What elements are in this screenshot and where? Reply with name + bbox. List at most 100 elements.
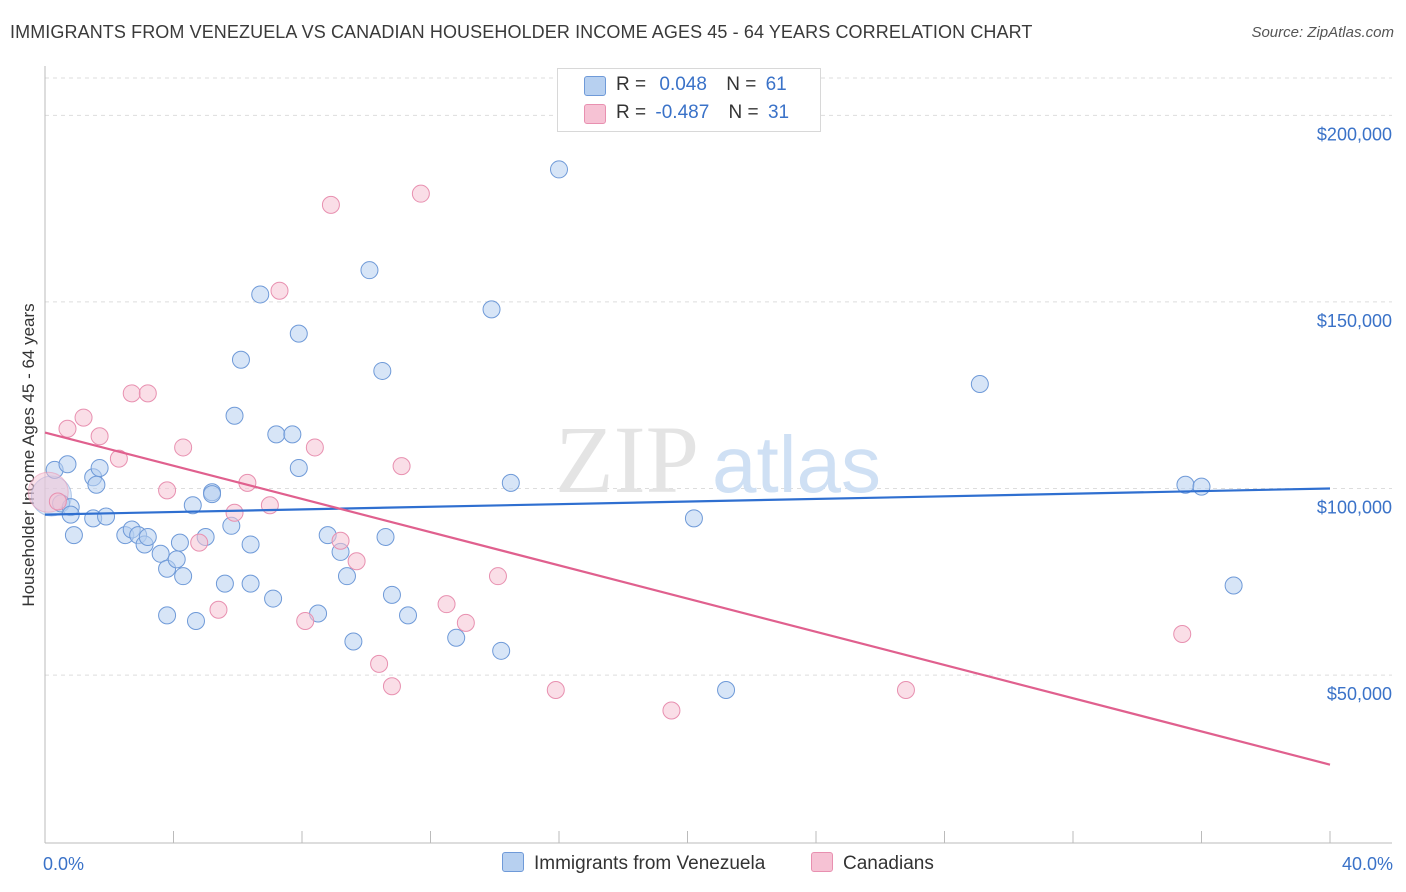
source-label: Source: ZipAtlas.com [1251, 24, 1394, 41]
watermark-zip: ZIP [555, 406, 699, 513]
venezuela-point [970, 375, 989, 393]
canadians-point [296, 611, 315, 630]
x-tick-label: 0.0% [43, 854, 84, 874]
canadians-point [190, 533, 209, 552]
canadians-point [122, 384, 141, 403]
venezuela-point [492, 641, 511, 660]
venezuela-point [167, 550, 186, 569]
trend-line-canadians [44, 431, 1331, 766]
canadians-point [546, 681, 565, 699]
canadians-point [382, 677, 401, 696]
watermark-atlas: atlas [712, 420, 881, 509]
y-tick-labels: $50,000 $100,000 $150,000 $200,000 [1317, 124, 1392, 704]
venezuela-point [289, 324, 308, 343]
legend-swatch-blue [584, 76, 606, 96]
legend-r-label: R = [616, 74, 647, 95]
venezuela-point [283, 425, 302, 444]
venezuela-point [215, 574, 234, 593]
bottom-legend-canadians: Canadians [811, 852, 934, 875]
legend-n-label: N = [728, 102, 759, 123]
venezuela-point [251, 285, 270, 304]
venezuela-point [225, 406, 244, 425]
canadians-point [58, 419, 77, 438]
venezuela-point [1224, 576, 1243, 595]
venezuela-point [376, 528, 395, 546]
y-tick-label: $100,000 [1317, 497, 1392, 517]
venezuela-point [241, 574, 260, 593]
venezuela-point [231, 350, 250, 369]
canadians-point [270, 281, 289, 300]
canadians-point [392, 457, 411, 476]
venezuela-point [174, 567, 193, 586]
canadians-point [305, 438, 324, 457]
canadians-point [456, 613, 475, 632]
venezuela-point [1192, 477, 1211, 496]
venezuela-point [482, 300, 501, 319]
bottom-legend-label: Canadians [843, 853, 934, 874]
canadians-point [48, 492, 67, 511]
venezuela-point [360, 261, 379, 280]
legend-n-label: N = [726, 74, 757, 95]
venezuela-point [382, 585, 401, 604]
y-tick-label: $150,000 [1317, 311, 1392, 331]
bottom-legend-swatch-pink [811, 852, 833, 872]
trend-line-venezuela [44, 487, 1331, 516]
x-tick-labels: 0.0% 40.0% [43, 854, 1393, 874]
venezuela-point [90, 458, 109, 477]
venezuela-point [158, 606, 177, 625]
venezuela-point [344, 632, 363, 651]
venezuela-point [203, 485, 222, 504]
venezuela-point [447, 628, 466, 647]
canadians-point [109, 449, 128, 468]
canadians-point [138, 384, 157, 403]
legend-n-value: 31 [767, 102, 790, 123]
y-tick-label: $200,000 [1317, 124, 1392, 144]
venezuela-point [58, 455, 77, 474]
legend-r-value: -0.487 [655, 102, 710, 123]
legend-n-value: 61 [765, 74, 787, 95]
trend-lines [44, 431, 1331, 766]
venezuela-point [289, 458, 308, 477]
x-tick-label: 40.0% [1342, 854, 1393, 874]
y-axis-title: Householder Income Ages 45 - 64 years [19, 303, 38, 606]
canadians-point [896, 681, 915, 699]
venezuela-point [64, 526, 83, 545]
venezuela-point [501, 473, 520, 492]
venezuela-point [87, 475, 106, 494]
canadians-point [321, 195, 340, 214]
venezuela-point [267, 425, 286, 444]
bottom-legend-swatch-blue [502, 852, 524, 872]
canadians-point [1173, 625, 1192, 644]
venezuela-point [151, 544, 170, 563]
venezuela-point [684, 509, 703, 528]
correlation-legend: R = 0.048 N = 61 R = -0.487 N = 31 [557, 68, 821, 132]
venezuela-point [241, 535, 260, 554]
legend-r-value: 0.048 [659, 74, 707, 95]
venezuela-point [183, 496, 202, 515]
canadians-point [347, 552, 366, 571]
canadians-point [225, 503, 244, 522]
canadians-point [209, 600, 228, 619]
bottom-legend-venezuela: Immigrants from Venezuela [502, 852, 765, 875]
venezuela-point [717, 681, 736, 699]
venezuela-point [186, 611, 205, 630]
legend-swatch-pink [584, 104, 606, 124]
canadians-point [331, 531, 350, 550]
canadians-point [411, 184, 430, 203]
venezuela-point [97, 507, 116, 526]
venezuela-point [399, 606, 418, 625]
venezuela-point [138, 528, 157, 546]
canadians-point [370, 654, 389, 673]
venezuela-point [337, 567, 356, 586]
venezuela-point [170, 533, 189, 552]
canadians-point [488, 567, 507, 586]
venezuela-point [264, 589, 283, 608]
legend-r-label: R = [616, 102, 647, 123]
canadians-point [158, 481, 177, 500]
venezuela-point [373, 361, 392, 380]
canadians-point [437, 595, 456, 614]
y-tick-label: $50,000 [1327, 684, 1392, 704]
venezuela-point [550, 160, 568, 179]
bottom-legend-label: Immigrants from Venezuela [534, 853, 766, 874]
